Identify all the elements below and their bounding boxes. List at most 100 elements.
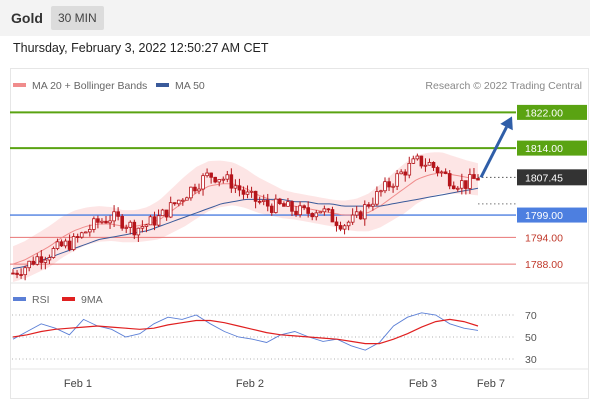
candle — [27, 260, 31, 272]
level-label-1788.00: 1788.00 — [525, 259, 563, 271]
candle-body — [395, 173, 399, 187]
candle-body — [464, 180, 468, 189]
candle-body — [443, 171, 448, 174]
legend-rsi-label: RSI — [32, 294, 50, 306]
candle — [294, 205, 298, 217]
candle-body — [265, 199, 270, 207]
candle — [415, 153, 420, 161]
candle — [23, 265, 27, 281]
candle-body — [100, 220, 104, 223]
candle — [427, 158, 432, 166]
candle — [245, 185, 250, 199]
candle — [379, 189, 383, 197]
candle-body — [346, 221, 351, 227]
instrument-title: Gold — [11, 10, 43, 26]
candle-body — [205, 172, 209, 177]
candle — [209, 172, 213, 184]
candle-body — [249, 190, 254, 193]
candle-body — [55, 241, 60, 249]
candle-body — [144, 224, 149, 227]
candle-body — [193, 186, 197, 192]
chart-frame — [10, 68, 589, 399]
candle — [164, 209, 169, 221]
x-axis: Feb 1 Feb 2 Feb 3 Feb 7 — [10, 368, 589, 390]
forecast-arrow-shaft — [479, 126, 508, 179]
candle — [286, 197, 290, 207]
candle-body — [468, 174, 472, 189]
candle-body — [185, 197, 189, 201]
legend-ma20-swatch — [13, 83, 26, 88]
candle-body — [460, 180, 464, 189]
candle-body — [326, 208, 331, 211]
candle — [435, 165, 440, 177]
level-label-1799.00: 1799.00 — [525, 210, 563, 222]
rsi-9ma-line — [12, 318, 479, 345]
candle-body — [160, 209, 165, 217]
candle — [257, 196, 262, 205]
candle-body — [350, 214, 355, 223]
level-label-bg-1814.00 — [517, 140, 587, 156]
candle — [443, 168, 448, 175]
candle — [193, 183, 197, 194]
candle-body — [136, 227, 141, 236]
candle-body — [71, 236, 76, 250]
candle — [399, 169, 403, 175]
rsi-tick-50: 50 — [525, 332, 537, 344]
candle-body — [371, 203, 375, 207]
legend-ma50: MA 50 — [156, 80, 205, 92]
candle — [391, 183, 395, 193]
candle-body — [11, 272, 15, 275]
candle-body — [75, 236, 80, 238]
candle-body — [435, 167, 440, 174]
candle-body — [427, 161, 432, 166]
candle-body — [88, 229, 92, 233]
candle-body — [318, 211, 323, 214]
level-label-bg-1799.00 — [517, 207, 587, 223]
candle — [79, 231, 84, 239]
candle — [221, 176, 226, 184]
candle — [269, 203, 274, 216]
credit-text: Research © 2022 Trading Central — [425, 80, 582, 92]
level-label-1814.00: 1814.00 — [525, 143, 563, 155]
candle — [176, 199, 181, 207]
candle-body — [375, 191, 379, 205]
candle-body — [59, 241, 64, 247]
candle-body — [245, 191, 250, 195]
candle-body — [229, 174, 234, 189]
candle-body — [181, 199, 185, 202]
candle — [96, 215, 100, 229]
candle-body — [112, 211, 116, 222]
candle — [367, 202, 371, 209]
candle-body — [35, 256, 40, 265]
legend-rsi-swatch — [13, 297, 26, 302]
candle — [11, 269, 15, 275]
candle-body — [116, 211, 120, 217]
candle-body — [415, 155, 420, 160]
candle — [395, 169, 399, 191]
legend-ma20: MA 20 + Bollinger Bands — [13, 80, 147, 92]
candle-body — [209, 172, 213, 178]
candle-body — [67, 240, 72, 250]
candle-body — [164, 209, 169, 218]
candle — [35, 253, 40, 266]
candle — [431, 161, 436, 171]
candle — [92, 216, 96, 233]
candle — [128, 220, 133, 235]
candle-body — [403, 171, 408, 176]
candle — [205, 168, 209, 178]
candle — [108, 215, 112, 229]
candle-body — [451, 185, 456, 190]
candle — [411, 155, 416, 164]
candle-body — [290, 201, 294, 212]
candle-body — [47, 257, 52, 261]
candle — [75, 233, 80, 243]
level-label-1822.00: 1822.00 — [525, 107, 563, 119]
candle-body — [278, 198, 282, 204]
candle — [136, 227, 141, 242]
candle-body — [274, 198, 278, 213]
candle-body — [269, 205, 274, 213]
candle-body — [362, 204, 367, 220]
candle-body — [257, 200, 262, 203]
x-tick-label: Feb 3 — [409, 378, 437, 390]
timeframe-badge[interactable]: 30 MIN — [51, 6, 104, 30]
